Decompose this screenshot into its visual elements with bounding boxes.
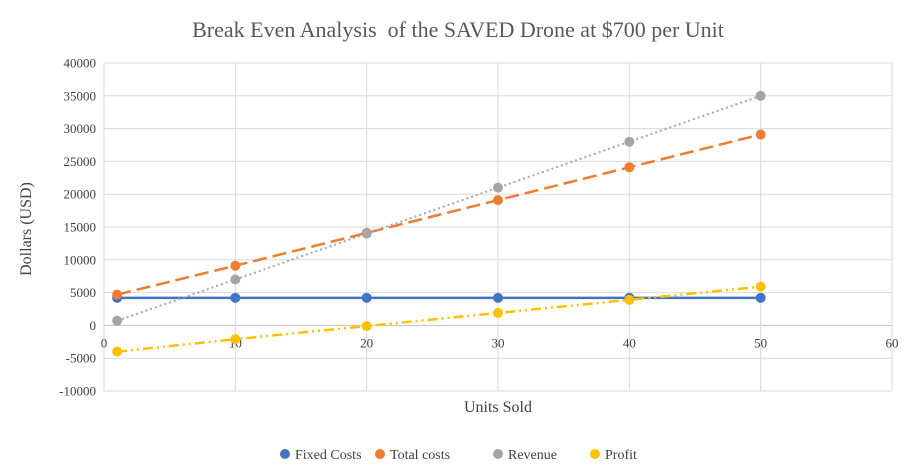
tick-labels: -10000 -5000 0 5000 10000 15000 20000 25000 3000… [59, 56, 898, 399]
data-point [361, 228, 372, 239]
legend-label: Profit [605, 448, 637, 463]
data-point [755, 90, 766, 101]
x-axis-title: Units Sold [464, 399, 532, 416]
legend: Fixed Costs Total costs Revenue Profit [280, 448, 637, 463]
data-point [755, 281, 766, 292]
data-point [361, 321, 372, 332]
series-line [116, 94, 761, 322]
series-total-costs [112, 129, 766, 300]
data-point [755, 292, 766, 303]
legend-label: Fixed Costs [295, 448, 362, 463]
y-tick-label: 0 [90, 318, 97, 333]
x-tick-label: 60 [886, 335, 899, 350]
x-tick-label: 30 [492, 335, 505, 350]
data-point [230, 334, 241, 345]
series-profit [112, 281, 766, 357]
x-tick-label: 40 [623, 335, 636, 350]
data-point [230, 292, 241, 303]
y-tick-label: 10000 [64, 252, 97, 267]
y-tick-label: 15000 [64, 220, 97, 235]
y-tick-label: 5000 [70, 285, 96, 300]
x-tick-label: 0 [101, 335, 108, 350]
data-point [112, 346, 123, 357]
series-fixed-costs [112, 292, 766, 303]
legend-marker [280, 449, 290, 459]
data-point [361, 292, 372, 303]
data-point [624, 162, 635, 173]
y-tick-label: -10000 [59, 384, 96, 399]
legend-marker [590, 449, 600, 459]
y-tick-label: 20000 [64, 187, 97, 202]
y-tick-label: 40000 [64, 56, 97, 71]
y-tick-label: 30000 [64, 121, 97, 136]
data-point [624, 294, 635, 305]
data-point [624, 136, 635, 147]
series-lines [112, 90, 766, 357]
y-tick-label: -5000 [66, 351, 96, 366]
series-line [116, 133, 761, 296]
legend-item: Profit [590, 448, 637, 463]
data-point [112, 315, 123, 326]
chart-title: Break Even Analysis of the SAVED Drone a… [192, 17, 724, 42]
data-point [493, 182, 503, 193]
data-point [493, 307, 503, 318]
data-point [755, 129, 766, 140]
series-revenue [112, 90, 766, 326]
legend-item: Fixed Costs [280, 448, 362, 463]
data-point [112, 289, 123, 300]
y-tick-label: 35000 [64, 88, 97, 103]
legend-label: Revenue [508, 448, 557, 463]
y-tick-label: 25000 [64, 154, 97, 169]
data-point [230, 260, 241, 271]
legend-item: Total costs [375, 448, 450, 463]
legend-item: Revenue [493, 448, 557, 463]
legend-marker [375, 449, 385, 459]
x-tick-label: 50 [754, 335, 767, 350]
data-point [230, 274, 241, 285]
gridlines [103, 62, 893, 392]
legend-label: Total costs [390, 448, 450, 463]
x-tick-label: 20 [360, 335, 373, 350]
data-point [493, 195, 503, 206]
series-line [117, 285, 761, 353]
y-axis-title: Dollars (USD) [18, 182, 35, 276]
data-point [493, 292, 503, 303]
legend-marker [493, 449, 503, 459]
